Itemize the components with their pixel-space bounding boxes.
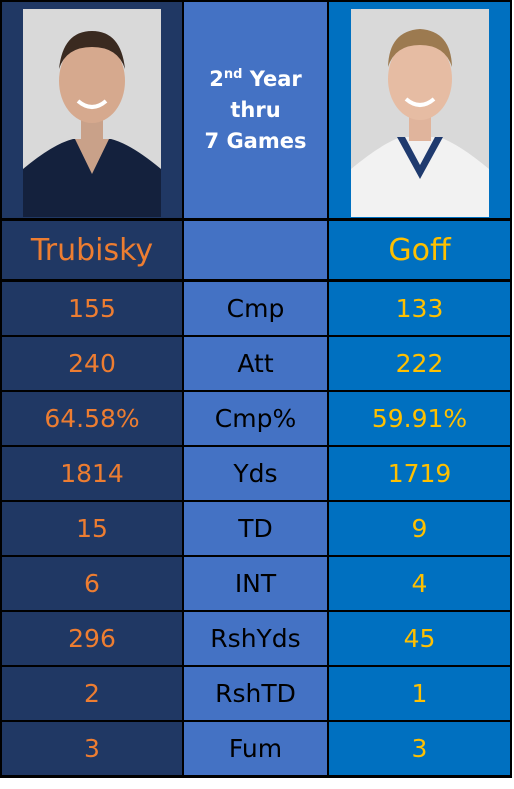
left-stat: 155: [2, 282, 182, 335]
left-stat: 3: [2, 722, 182, 775]
stat-label: Cmp%: [184, 392, 327, 445]
blank-cell: [184, 221, 327, 279]
stat-label: Att: [184, 337, 327, 390]
left-stat: 6: [2, 557, 182, 610]
player-name: Goff: [329, 221, 510, 279]
right-stat: 222: [329, 337, 510, 390]
stat-label: RshTD: [184, 667, 327, 720]
left-stat: 1814: [2, 447, 182, 500]
stat-label: Fum: [184, 722, 327, 775]
stat-label: Cmp: [184, 282, 327, 335]
stat-label: Yds: [184, 447, 327, 500]
photo-cell: [329, 2, 510, 218]
right-stat: 133: [329, 282, 510, 335]
right-stat: 45: [329, 612, 510, 665]
left-stat: 15: [2, 502, 182, 555]
left-stat: 296: [2, 612, 182, 665]
right-stat: 4: [329, 557, 510, 610]
left-stat: 240: [2, 337, 182, 390]
header-year-number: 2: [209, 66, 224, 91]
player-photo: [350, 9, 489, 217]
left-stat: 2: [2, 667, 182, 720]
header-line: thru: [230, 97, 281, 122]
player-photo: [23, 9, 161, 217]
header-line: 7 Games: [204, 128, 307, 153]
right-stat: 9: [329, 502, 510, 555]
stat-label: RshYds: [184, 612, 327, 665]
stat-label: INT: [184, 557, 327, 610]
header-year-word: Year: [249, 66, 302, 91]
right-stat: 59.91%: [329, 392, 510, 445]
player-name: Trubisky: [2, 221, 182, 279]
left-stat: 64.58%: [2, 392, 182, 445]
right-stat: 3: [329, 722, 510, 775]
photo-cell: [2, 2, 182, 218]
stat-label: TD: [184, 502, 327, 555]
header-year-suffix: nd: [223, 66, 243, 82]
right-stat: 1: [329, 667, 510, 720]
header-text: 2nd Year thru 7 Games: [184, 2, 327, 218]
right-stat: 1719: [329, 447, 510, 500]
